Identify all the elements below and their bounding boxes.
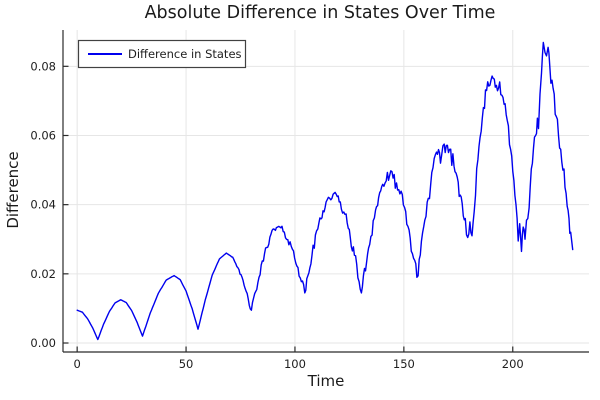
chart-title: Absolute Difference in States Over Time xyxy=(144,3,496,23)
y-tick-label: 0.04 xyxy=(30,198,56,212)
x-tick-label: 0 xyxy=(73,357,80,371)
y-tick-label: 0.02 xyxy=(30,267,56,281)
y-tick-label: 0.00 xyxy=(30,336,56,350)
x-tick-label: 50 xyxy=(179,357,194,371)
y-tick-label: 0.06 xyxy=(30,128,56,142)
y-axis-label: Difference xyxy=(4,151,22,229)
y-tick-label: 0.08 xyxy=(30,59,56,73)
x-tick-label: 100 xyxy=(284,357,306,371)
x-tick-label: 200 xyxy=(502,357,524,371)
series-line-difference-in-states xyxy=(76,41,574,341)
x-axis-label: Time xyxy=(307,372,345,390)
legend-label: Difference in States xyxy=(128,47,242,61)
x-tick-label: 150 xyxy=(393,357,415,371)
